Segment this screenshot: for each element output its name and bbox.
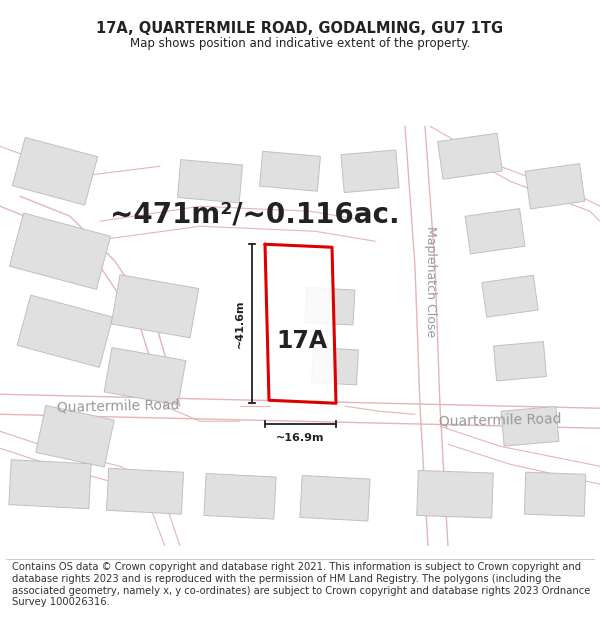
Bar [417, 471, 493, 518]
Bar [106, 468, 184, 514]
Text: ~16.9m: ~16.9m [276, 433, 324, 443]
Bar [311, 348, 358, 385]
Bar [36, 406, 114, 467]
Bar [341, 150, 399, 192]
Bar [525, 164, 585, 209]
Bar [13, 138, 98, 205]
Text: Contains OS data © Crown copyright and database right 2021. This information is : Contains OS data © Crown copyright and d… [12, 562, 590, 608]
Bar [178, 159, 242, 203]
Bar [524, 472, 586, 516]
Text: Quartermile Road: Quartermile Road [56, 398, 179, 414]
Bar [494, 342, 547, 381]
Bar [204, 474, 276, 519]
Bar [465, 209, 525, 254]
Bar [305, 288, 355, 325]
Text: Quartermile Road: Quartermile Road [439, 412, 562, 429]
Bar [104, 348, 186, 405]
Bar [17, 295, 113, 368]
Bar [300, 476, 370, 521]
Text: Maplehatch Close: Maplehatch Close [424, 226, 437, 337]
Bar [260, 151, 320, 191]
Bar [501, 406, 559, 446]
Bar [437, 133, 502, 179]
Bar [10, 213, 110, 289]
Polygon shape [265, 244, 336, 403]
Text: ~471m²/~0.116ac.: ~471m²/~0.116ac. [110, 200, 400, 228]
Bar [111, 274, 199, 338]
Bar [9, 459, 91, 509]
Text: ~41.6m: ~41.6m [235, 300, 245, 349]
Text: 17A: 17A [277, 329, 328, 353]
Bar [482, 275, 538, 318]
Text: 17A, QUARTERMILE ROAD, GODALMING, GU7 1TG: 17A, QUARTERMILE ROAD, GODALMING, GU7 1T… [97, 21, 503, 36]
Text: Map shows position and indicative extent of the property.: Map shows position and indicative extent… [130, 38, 470, 50]
